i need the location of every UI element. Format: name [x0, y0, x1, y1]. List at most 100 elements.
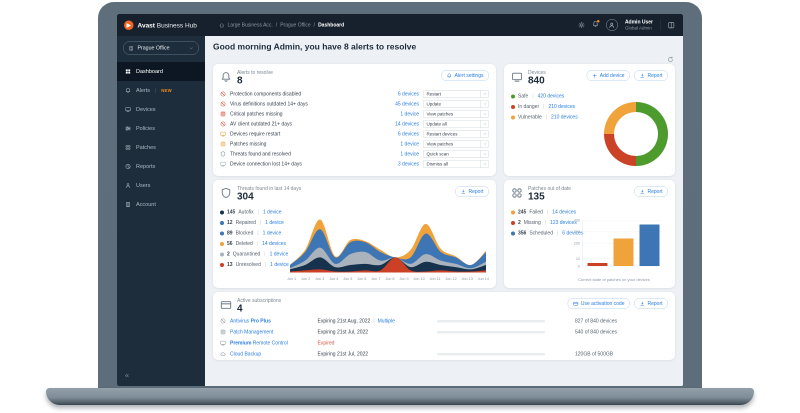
alert-devices-link[interactable]: 1 device: [400, 151, 419, 157]
alert-action-dropdown[interactable]: Update all: [423, 120, 489, 128]
alert-devices-link[interactable]: 45 devices: [395, 101, 419, 107]
devices-legend-item: Vulnerable | 210 devices: [511, 112, 668, 123]
legend-dot: [511, 231, 515, 236]
shield-icon: [220, 151, 226, 157]
legend-count: 145: [227, 209, 236, 216]
sidebar-menu: Dashboard Alerts | NEW Devices Policies Patche…: [117, 62, 205, 214]
sidebar-item-dashboard[interactable]: Dashboard: [117, 62, 205, 81]
legend-divider: |: [532, 93, 534, 100]
threats-count: 304: [237, 191, 254, 202]
sidebar-collapse-button[interactable]: «: [125, 371, 129, 379]
sidebar-item-policies[interactable]: Policies: [117, 119, 205, 138]
alert-settings-label: Alert settings: [454, 72, 484, 79]
sidebar-item-alerts[interactable]: Alerts | NEW: [117, 81, 205, 100]
user-icon: [609, 22, 616, 29]
usage-text: 120GB of 500GB: [575, 351, 614, 357]
alert-action-dropdown[interactable]: Quick scan: [423, 150, 489, 158]
subscriptions-report-button[interactable]: Report: [633, 298, 668, 309]
alert-devices-link[interactable]: 1 device: [400, 111, 419, 117]
sidebar-item-devices[interactable]: Devices: [117, 100, 205, 119]
grid-icon: [220, 329, 226, 335]
gear-icon[interactable]: [578, 21, 585, 29]
legend-devices-link[interactable]: 14 devices: [552, 209, 577, 216]
alert-action-dropdown[interactable]: View patches: [423, 140, 489, 148]
refresh-icon[interactable]: [667, 56, 674, 63]
alert-devices-link[interactable]: 6 devices: [397, 131, 419, 137]
breadcrumb-account[interactable]: Large Business Acc.: [227, 22, 273, 28]
legend-devices-link[interactable]: 1 device: [262, 230, 282, 237]
new-badge: NEW: [161, 88, 172, 93]
sidebar-item-account[interactable]: Account: [117, 195, 205, 214]
brand: Avast Business Hub: [117, 20, 205, 30]
console-icon[interactable]: [668, 21, 676, 29]
alert-action-dropdown[interactable]: Restart: [423, 90, 489, 98]
x-axis-tick: Jun 3: [315, 276, 325, 282]
legend-devices-link[interactable]: 6 devices: [562, 230, 584, 237]
home-icon[interactable]: [219, 22, 225, 28]
shield-icon: [220, 187, 232, 199]
alert-devices-link[interactable]: 3 devices: [397, 161, 419, 167]
notifications-button[interactable]: [592, 19, 600, 30]
legend-dot: [511, 210, 515, 215]
subscription-name-link[interactable]: Premium Remote Control: [230, 340, 288, 346]
legend-devices-link[interactable]: 1 device: [265, 220, 284, 226]
multiple-link[interactable]: Multiple: [377, 318, 395, 324]
alert-action-dropdown[interactable]: Restart devices: [423, 130, 489, 138]
legend-devices-link[interactable]: 210 devices: [551, 114, 578, 121]
alert-action-dropdown[interactable]: Update: [423, 100, 489, 108]
x-axis-tick: Jun 14: [477, 276, 489, 282]
subscription-name-link[interactable]: Patch Management: [230, 329, 274, 335]
alert-devices-link[interactable]: 14 devices: [395, 121, 419, 127]
chevron-down-icon: [483, 92, 487, 96]
threats-report-button[interactable]: Report: [454, 186, 489, 197]
avatar[interactable]: [605, 19, 618, 31]
dropdown-divider: [480, 110, 481, 118]
legend-devices-link[interactable]: 210 devices: [548, 104, 576, 110]
legend-count: 56: [227, 241, 233, 247]
threats-card: Threats found in last 14 days 304 Report…: [213, 180, 496, 288]
sidebar-item-patches[interactable]: Patches: [117, 138, 205, 157]
patches-report-button[interactable]: Report: [633, 186, 668, 197]
alert-action-dropdown[interactable]: View patches: [423, 110, 489, 118]
legend-devices-link[interactable]: 14 devices: [262, 241, 287, 247]
alert-action-label: Restart: [426, 91, 442, 97]
subscription-name-link[interactable]: Cloud Backup: [230, 351, 262, 357]
user-name: Admin User: [624, 19, 653, 26]
breadcrumb-site[interactable]: Prague Office: [280, 22, 311, 28]
monitor-icon: [511, 71, 523, 83]
alert-devices-link[interactable]: 1 device: [400, 141, 419, 147]
alerts-card-header: Alerts to resolve 8 Alert settings: [220, 70, 489, 86]
org-selector[interactable]: Prague Office: [123, 41, 199, 55]
legend-devices-link[interactable]: 123 devices: [550, 220, 577, 226]
alert-action-label: Dismiss all: [426, 161, 449, 167]
subscriptions-card-header: Active subscriptions 4 Use activation co…: [220, 298, 668, 314]
devices-report-button[interactable]: Report: [633, 70, 668, 81]
sliders-icon: [125, 126, 131, 132]
alert-action-dropdown[interactable]: Dismiss all: [423, 160, 489, 168]
legend-devices-link[interactable]: 1 device: [269, 251, 289, 258]
legend-label: Missing: [523, 220, 541, 226]
add-device-button[interactable]: Add device: [586, 70, 630, 81]
sidebar-item-label: Patches: [136, 144, 156, 151]
legend-label: Blocked: [235, 230, 254, 237]
dropdown-divider: [480, 100, 481, 108]
user-info[interactable]: Admin User Global Admin: [625, 20, 653, 31]
use-activation-code-button[interactable]: Use activation code: [567, 298, 630, 309]
legend-count: 13: [227, 262, 233, 268]
alert-settings-button[interactable]: Alert settings: [441, 70, 489, 81]
alert-label: Critical patches missing: [230, 111, 283, 117]
alert-devices-link[interactable]: 6 devices: [397, 91, 419, 97]
sidebar-item-label: Account: [136, 201, 156, 208]
legend-devices-link[interactable]: 1 device: [262, 209, 282, 216]
legend-devices-link[interactable]: 1 device: [270, 262, 289, 268]
legend-divider: |: [556, 230, 559, 237]
legend-count: 2: [227, 251, 230, 258]
usage-text: 540 of 840 devices: [575, 329, 617, 335]
report-label: Report: [647, 188, 663, 195]
legend-devices-link[interactable]: 420 devices: [537, 93, 565, 100]
sidebar-item-reports[interactable]: Reports: [117, 157, 205, 176]
subscription-name-link[interactable]: Antivirus Pro Plus: [230, 318, 271, 324]
sidebar-item-users[interactable]: Users: [117, 176, 205, 195]
report-label: Report: [647, 72, 663, 79]
bar-failed: [613, 238, 634, 266]
